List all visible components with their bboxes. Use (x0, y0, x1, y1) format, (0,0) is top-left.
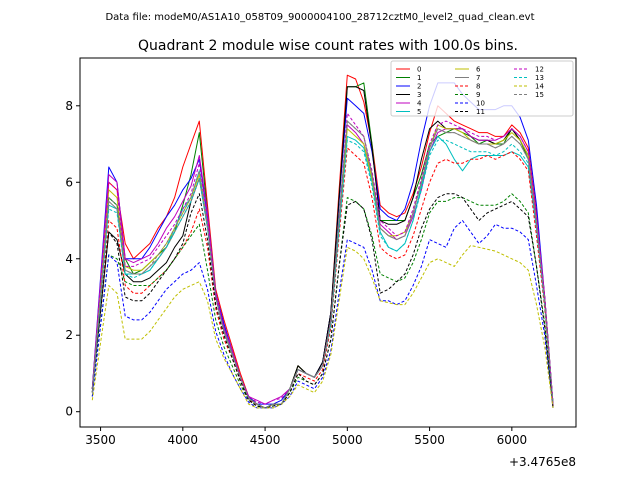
y-tick-label: 0 (65, 405, 73, 419)
legend-label-12: 12 (535, 66, 544, 74)
x-tick-label: 4000 (168, 433, 199, 447)
legend-label-2: 2 (417, 83, 421, 91)
y-tick-label: 6 (65, 175, 73, 189)
series-line-2 (91, 82, 554, 405)
figure-suptitle: Data file: modeM0/AS1A10_058T09_90000041… (105, 12, 534, 23)
x-tick-label: 4500 (250, 433, 281, 447)
x-tick-label: 3500 (85, 433, 116, 447)
legend-label-3: 3 (417, 91, 421, 99)
series-line-3 (91, 86, 554, 409)
series-layer (91, 74, 554, 409)
legend-label-7: 7 (476, 74, 480, 82)
legend-label-9: 9 (476, 91, 480, 99)
legend-label-14: 14 (535, 83, 544, 91)
legend-label-4: 4 (417, 100, 422, 108)
plot-frame (79, 57, 577, 428)
legend-label-5: 5 (417, 108, 421, 116)
series-line-5 (91, 135, 554, 409)
series-line-0 (91, 74, 554, 409)
series-line-10 (91, 220, 554, 409)
x-tick-label: 5500 (414, 433, 445, 447)
legend-label-6: 6 (476, 66, 481, 74)
legend-label-1: 1 (417, 74, 421, 82)
series-line-15 (91, 120, 554, 409)
y-tick-label: 8 (65, 99, 73, 113)
x-tick-label: 5000 (332, 433, 363, 447)
legend-frame (390, 60, 574, 117)
y-tick-label: 4 (65, 252, 73, 266)
x-tick-label: 6000 (497, 433, 528, 447)
axes-layer: 3500 4000 4500 5000 5500 6000 0 2 4 6 8 (65, 99, 527, 447)
series-line-11 (91, 193, 554, 409)
chart-title: Quadrant 2 module wise count rates with … (138, 38, 518, 54)
legend-label-11: 11 (476, 108, 485, 116)
y-tick-label: 2 (65, 328, 73, 342)
series-line-1 (91, 82, 554, 409)
series-line-14 (91, 244, 554, 409)
series-line-12 (91, 112, 554, 405)
legend-label-8: 8 (476, 83, 480, 91)
series-line-13 (91, 139, 554, 409)
legend-label-15: 15 (535, 91, 544, 99)
legend-label-13: 13 (535, 74, 544, 82)
legend-label-10: 10 (476, 100, 485, 108)
x-axis-offset-label: +3.4765e8 (509, 455, 576, 469)
legend-label-0: 0 (417, 66, 421, 74)
